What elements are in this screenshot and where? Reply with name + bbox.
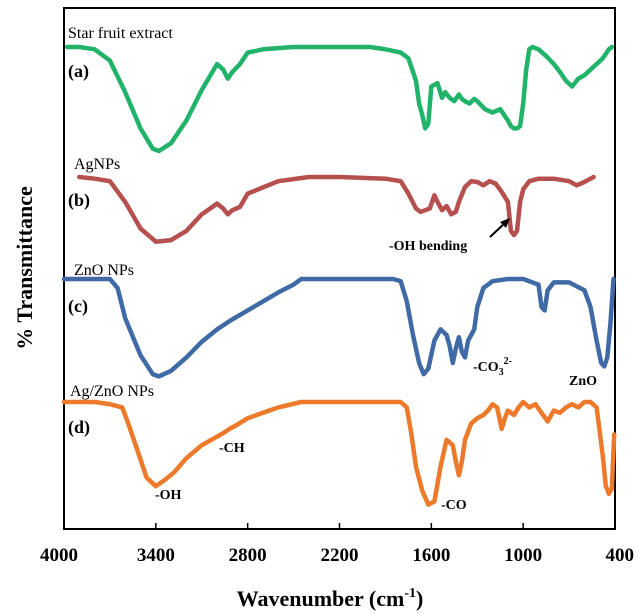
series-lines [61, 44, 617, 507]
series-name-c: ZnO NPs [74, 262, 134, 279]
annotation-oh: -OH [155, 488, 182, 503]
series-line-c [61, 276, 616, 379]
x-tick-label-2800: 2800 [229, 545, 267, 566]
x-axis-title: Wavenumber (cm-1) [237, 586, 424, 611]
annotation-oh-bending-arrowhead [500, 218, 510, 228]
x-tick-label-3400: 3400 [137, 545, 175, 566]
annotation-oh-bending: -OH bending [389, 239, 467, 254]
x-axis-ticks: 4000 3400 2800 2200 1600 1000 400 [40, 523, 634, 566]
x-tick-label-2200: 2200 [321, 545, 359, 566]
series-letter-b: (b) [68, 190, 90, 211]
annotation-zno: ZnO [569, 374, 597, 389]
annotation-co3-text: -CO [473, 360, 499, 375]
x-tick-label-4000: 4000 [40, 545, 78, 566]
x-tick-label-1000: 1000 [504, 545, 542, 566]
series-name-d: Ag/ZnO NPs [70, 383, 154, 400]
series-name-b: AgNPs [74, 156, 120, 173]
annotation-co3-sup: 2- [504, 356, 512, 367]
x-axis-title-sup: -1 [404, 586, 416, 601]
annotation-co3-sub: 3 [499, 367, 504, 378]
annotation-co3: -CO32- [473, 356, 512, 378]
series-line-b [77, 174, 596, 244]
x-tick-label-1600: 1600 [412, 545, 450, 566]
y-axis-title: % Transmittance [12, 186, 37, 350]
series-line-d [61, 399, 617, 507]
series-letter-a: (a) [68, 61, 89, 82]
series-line-a [64, 44, 615, 154]
annotation-co: -CO [441, 498, 467, 513]
x-axis-title-close: ) [416, 586, 423, 611]
x-axis-title-main: Wavenumber (cm [237, 586, 405, 611]
series-letter-c: (c) [68, 296, 88, 317]
series-name-a: Star fruit extract [68, 25, 173, 42]
annotation-ch: -CH [219, 441, 245, 456]
series-letter-d: (d) [68, 417, 90, 438]
plot-frame [63, 7, 616, 530]
x-tick-label-400: 400 [606, 545, 635, 566]
